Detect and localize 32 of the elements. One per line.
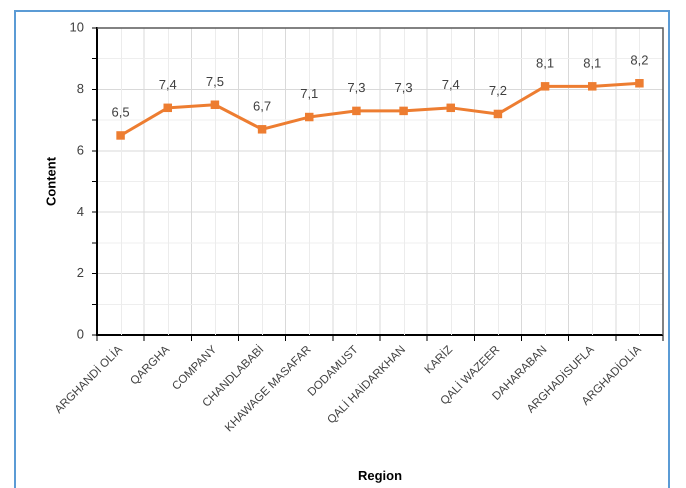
y-tick-label: 10 <box>70 20 84 35</box>
y-tick-label: 0 <box>76 326 84 342</box>
data-label: 7,1 <box>300 86 318 102</box>
data-label: 7,2 <box>488 83 507 98</box>
y-tick-label: 6 <box>76 142 84 158</box>
point <box>540 82 550 91</box>
x-axis-title: Region <box>358 468 402 483</box>
point <box>352 106 361 116</box>
point <box>305 112 314 122</box>
data-label: 8,2 <box>630 52 648 68</box>
point <box>116 131 125 140</box>
y-tick-label: 4 <box>76 204 84 219</box>
data-label: 8,1 <box>583 55 602 70</box>
data-label: 8,1 <box>536 55 554 70</box>
data-label: 7,3 <box>347 80 366 95</box>
point <box>494 110 502 118</box>
data-label: 7,4 <box>158 76 177 92</box>
point <box>399 106 408 116</box>
data-label: 7,3 <box>394 80 413 95</box>
y-tick-label: 8 <box>76 80 84 96</box>
point <box>164 104 172 112</box>
data-label: 7,5 <box>206 74 224 89</box>
point <box>635 79 644 88</box>
data-label: 6,5 <box>112 104 130 120</box>
point <box>258 125 266 134</box>
point <box>446 104 455 112</box>
y-tick-label: 2 <box>76 265 84 280</box>
point <box>210 100 220 109</box>
point <box>588 82 596 91</box>
data-label: 7,4 <box>442 76 460 92</box>
data-label: 6,7 <box>253 98 272 114</box>
y-axis-title: Content <box>43 156 58 206</box>
